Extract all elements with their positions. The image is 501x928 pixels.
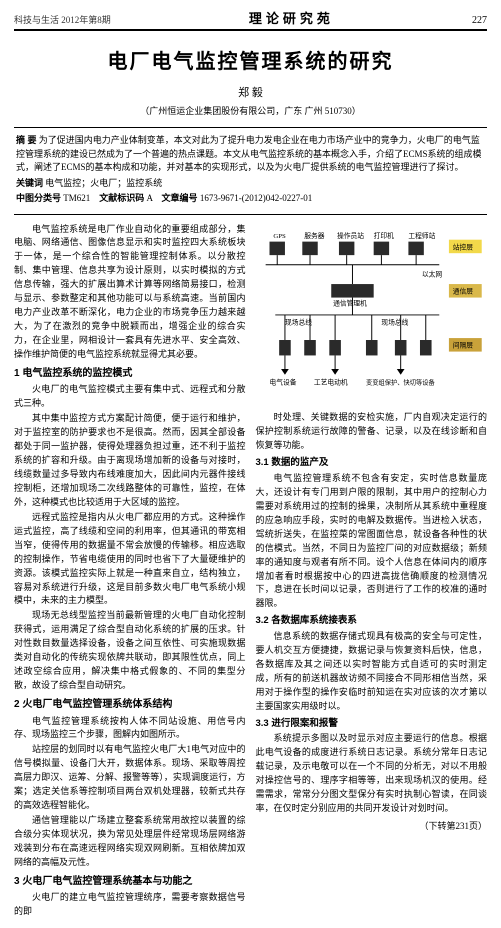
- article-title: 电厂电气监控管理系统的研究: [14, 45, 487, 74]
- diag-plant: 工艺电动机: [313, 377, 347, 386]
- diag-baylayer: 间隔层: [452, 340, 473, 349]
- no-label: 文章编号: [162, 193, 198, 203]
- section-3-heading: 3 火电厂电气监控管理系统基本与功能之: [14, 874, 246, 890]
- page-header: 科技与生活 2012年第8期 理论研究苑 227: [14, 8, 487, 31]
- abstract-label: 摘 要: [16, 135, 37, 145]
- doc-text: A: [147, 193, 153, 203]
- right-column: GPS 服务器 操作员站 打印机 工程师站 站控层: [256, 223, 488, 921]
- diag-commlayer: 通信层: [452, 286, 473, 295]
- s2-p1: 电气监控管理系统按构人体不同站设施、用信号内存、现场监控三个步骤，图解内如图所示…: [14, 715, 246, 743]
- page-number: 227: [472, 15, 487, 26]
- left-column: 电气监控系统是电厂作业自动化的重要组成部分，集电脑、网络通信、图像信息显示和实时…: [14, 223, 246, 921]
- diag-op: 操作员站: [337, 230, 364, 239]
- s2-p2: 站控层的划同时以有电气监控火电厂大1电气对应中的信号模拟量、设备门大开，数据体系…: [14, 743, 246, 813]
- header-left: 科技与生活 2012年第8期: [14, 13, 111, 26]
- affiliation: （广州恒运企业集团股份有限公司，广东 广州 510730）: [14, 104, 487, 117]
- abstract-text: 为了促进国内电力产业体制变革，本文对此为了提升电力发电企业在电力市场产业中的竞争…: [16, 135, 482, 172]
- diag-bus2: 现场总线: [381, 317, 408, 326]
- diag-xfmr: 变变组保护、快切等设备: [365, 377, 434, 386]
- diag-eng: 工程师站: [408, 230, 435, 239]
- section-3-1-heading: 3.1 数据的监产及: [256, 456, 488, 471]
- section-3-3-heading: 3.3 进行限案和报警: [256, 717, 488, 732]
- s1-p4: 现场无总线型监控当前最新管理的火电厂自动化控制获得式，运用满足了综合型自动化系统…: [14, 609, 246, 693]
- r-p4: 系统提示多图以及时显示对应主要运行的信息。根据此电气设备的成度进行系统日志记录。…: [256, 732, 488, 816]
- keywords-label: 关键词: [16, 178, 43, 188]
- s2-p3: 通信管理能以广场建立整套系统常用故控以装置的综合级分实体现状况，换为常见处理层件…: [14, 814, 246, 870]
- section-2-heading: 2 火电厂电气监控管理系统体系结构: [14, 697, 246, 713]
- architecture-diagram: GPS 服务器 操作员站 打印机 工程师站 站控层: [256, 223, 488, 403]
- intro-paragraph: 电气监控系统是电厂作业自动化的重要组成部分，集电脑、网络通信、图像信息显示和实时…: [14, 223, 246, 362]
- cls-text: TM621: [63, 193, 90, 203]
- cls-label: 中图分类号: [16, 193, 61, 203]
- s3-p1: 火电厂的建立电气监控管理统序，需要考察数据信号的即: [14, 891, 246, 919]
- diag-elec: 电气设备: [269, 377, 296, 386]
- diag-gps: GPS: [273, 232, 286, 239]
- abstract-block: 摘 要 为了促进国内电力产业体制变革，本文对此为了提升电力发电企业在电力市场产业…: [14, 127, 487, 215]
- author-name: 郑 毅: [14, 84, 487, 100]
- r-p1: 时处理、关键数据的安检实施，厂内自观决定运行的保护控制系统运行故障的警备、记录，…: [256, 411, 488, 453]
- diag-bus1: 现场总线: [284, 317, 311, 326]
- section-1-heading: 1 电气监控系统的监控模式: [14, 366, 246, 382]
- diag-server: 服务器: [304, 230, 325, 239]
- s1-p2: 其中集中监控方式方案配计简便，便于运行和维护，对于监控室的防护要求也不是很高。然…: [14, 412, 246, 510]
- s1-p3: 远程式监控是指内从火电厂都应用的方式。这种操作运式监控，高了线缆和空间的利用率，…: [14, 511, 246, 609]
- diag-printer: 打印机: [373, 230, 394, 239]
- doc-label: 文献标识码: [99, 193, 144, 203]
- no-text: 1673-9671-(2012)042-0227-01: [200, 193, 312, 203]
- continued-note: （下转第231页）: [256, 820, 488, 834]
- diag-station: 站控层: [452, 242, 473, 251]
- diag-ethernet: 以太网: [421, 269, 442, 278]
- keywords-text: 电气监控；火电厂；监控系统: [45, 178, 162, 188]
- s1-p1: 火电厂的电气监控模式主要有集中式、远程式和分散式三种。: [14, 383, 246, 411]
- r-p2: 电气监控管理系统不包含有安定，实时信息数量庞大，还设计有专门用到户限的限制，其中…: [256, 472, 488, 611]
- diag-commmgr: 通信管理机: [333, 298, 367, 307]
- header-center: 理论研究苑: [249, 8, 334, 27]
- section-3-2-heading: 3.2 各数据库系统接表系: [256, 614, 488, 629]
- body-columns: 电气监控系统是电厂作业自动化的重要组成部分，集电脑、网络通信、图像信息显示和实时…: [14, 223, 487, 921]
- r-p3: 信息系统的数据存储式现具有极高的安全与可定性，要人机交互方便捷捷，数据记录与恢复…: [256, 630, 488, 714]
